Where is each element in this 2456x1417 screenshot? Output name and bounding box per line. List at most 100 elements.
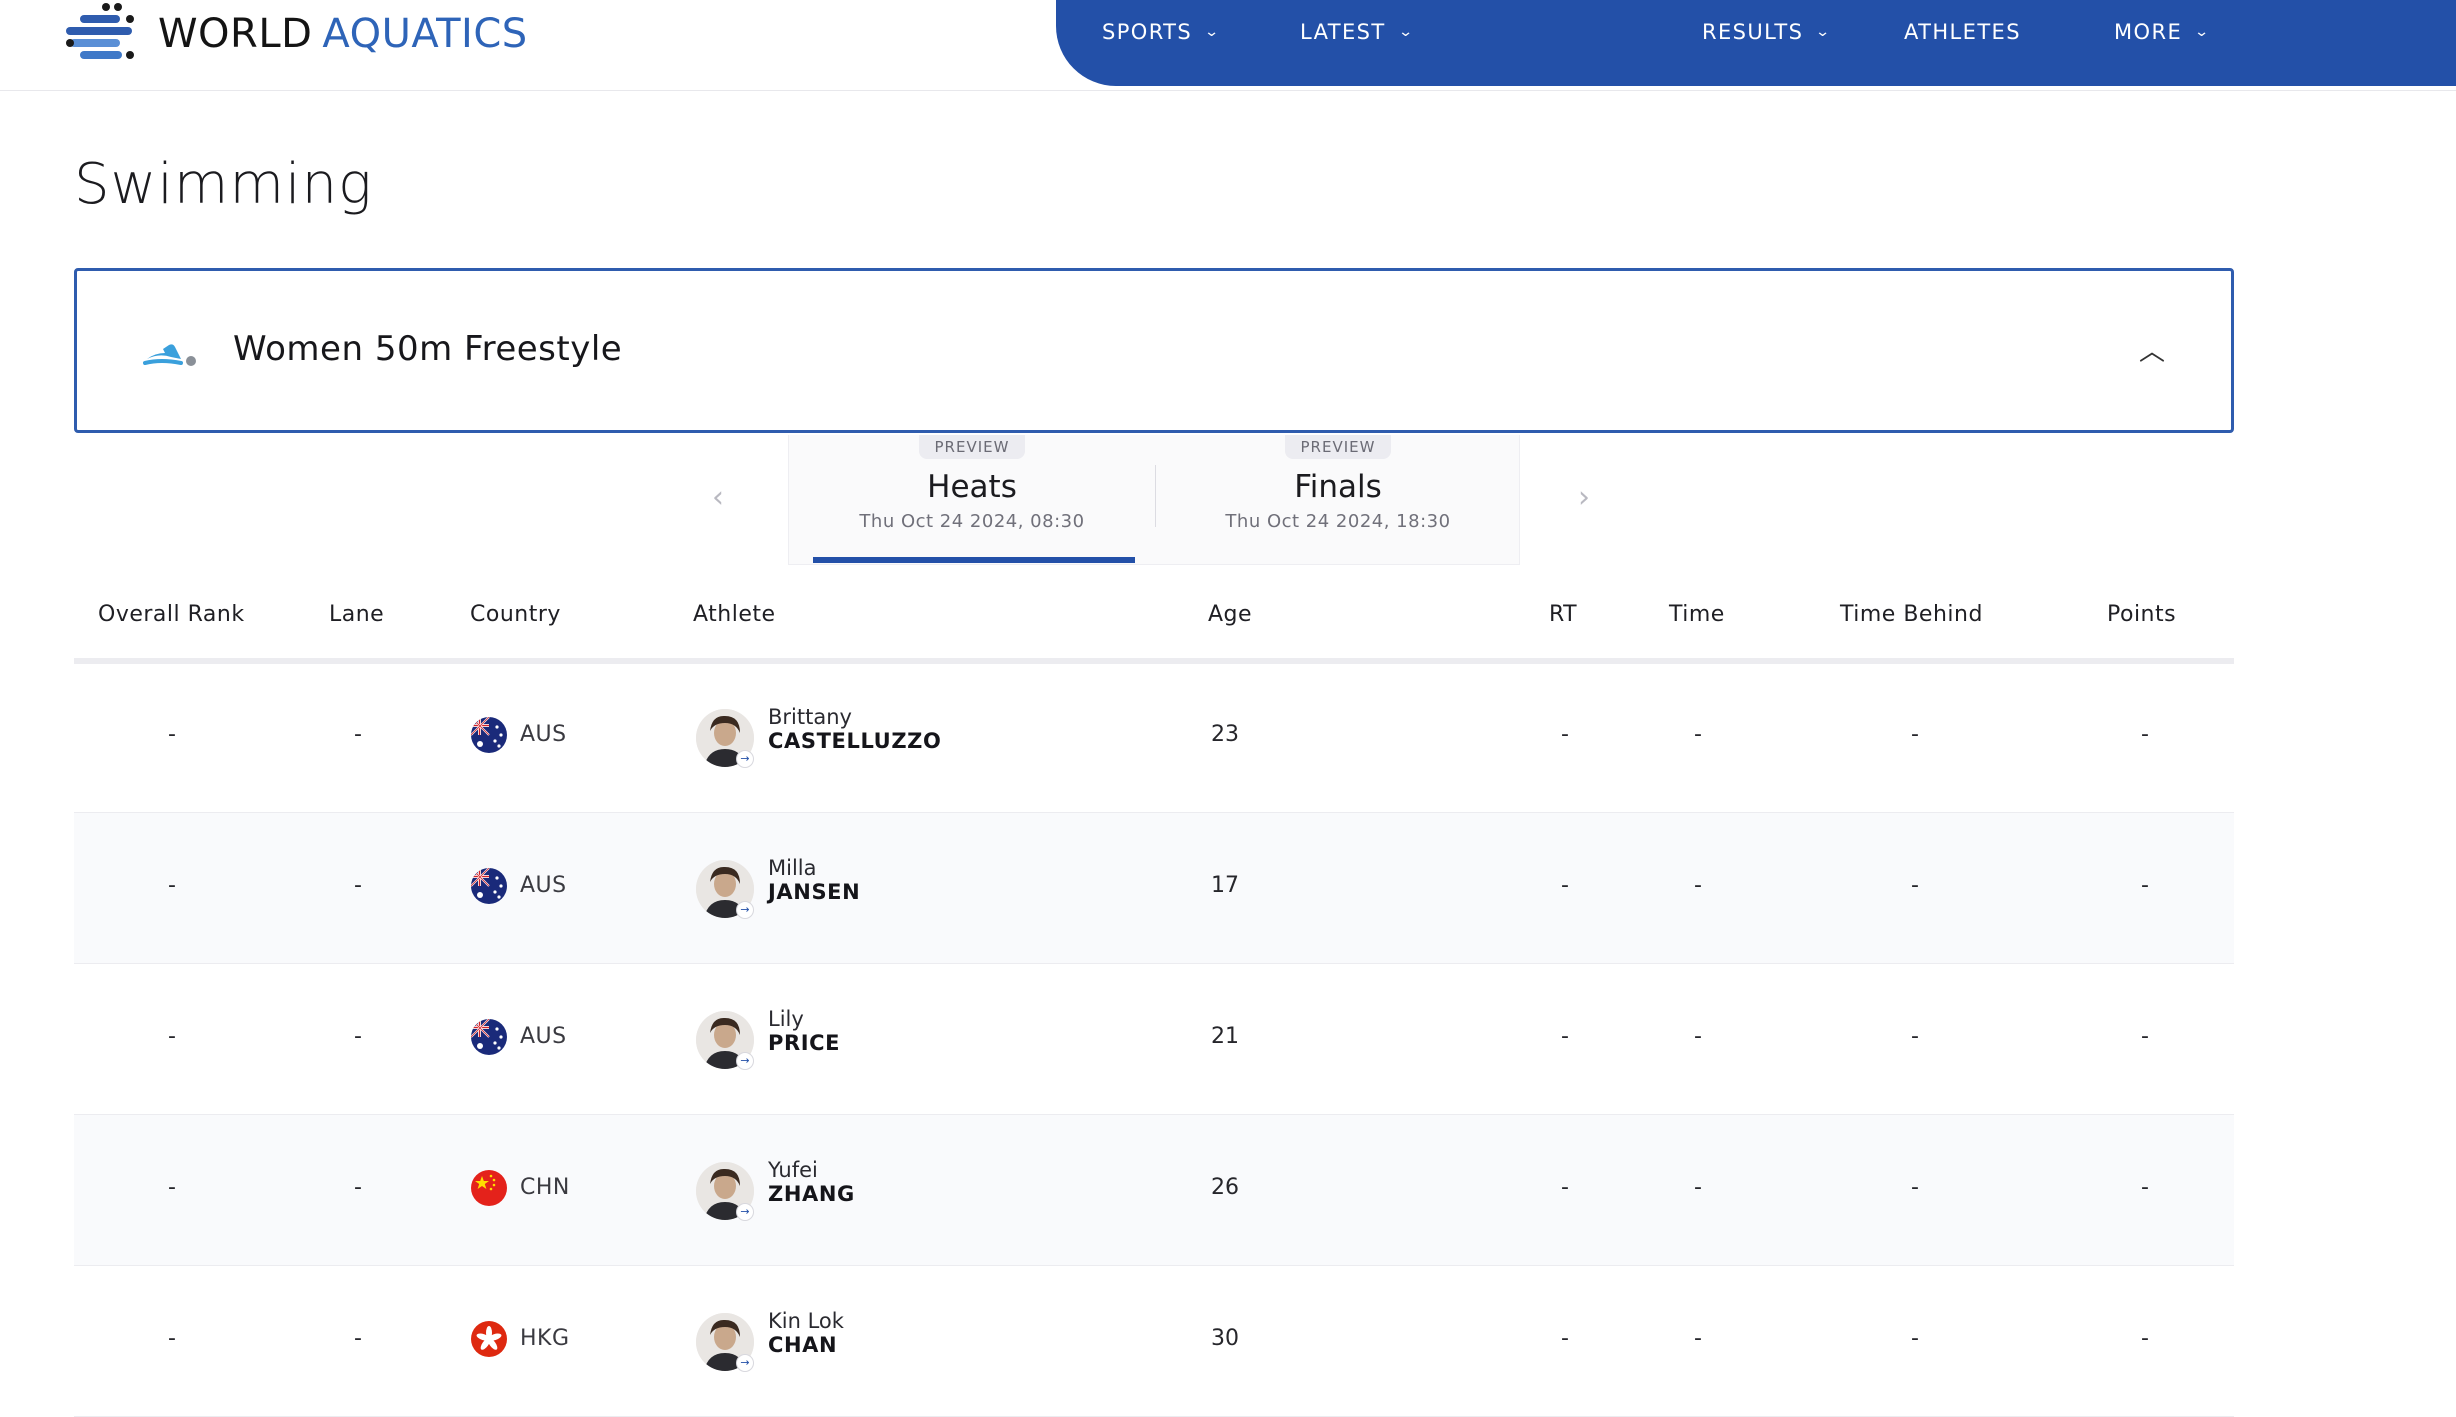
main-nav: SPORTS ⌄ LATEST ⌄ RESULTS ⌄ ATHLETES MOR…	[1056, 0, 2456, 86]
preview-badge: PREVIEW	[1284, 435, 1392, 459]
phase-tabs: PREVIEW Heats Thu Oct 24 2024, 08:30 PRE…	[788, 435, 1520, 565]
nav-more-label: MORE	[2114, 20, 2183, 44]
athlete-last-name[interactable]: PRICE	[768, 1031, 841, 1055]
country-code: AUS	[520, 873, 567, 898]
time-behind: -	[1911, 722, 1919, 747]
event-name: Women 50m Freestyle	[233, 329, 623, 369]
nav-latest[interactable]: LATEST ⌄	[1300, 0, 1413, 64]
table-row[interactable]: - - AUS → Brittany CASTELLUZZO 23 - - - -	[74, 662, 2234, 813]
nav-athletes[interactable]: ATHLETES	[1904, 0, 2021, 64]
reaction-time: -	[1561, 1175, 1569, 1200]
col-points[interactable]: Points	[2107, 602, 2177, 627]
nav-results-label: RESULTS	[1702, 20, 1804, 44]
col-country[interactable]: Country	[470, 602, 561, 627]
athlete-last-name[interactable]: JANSEN	[768, 880, 861, 904]
table-row[interactable]: - - CHN → Yufei ZHANG 26 - - - -	[74, 1115, 2234, 1266]
col-time[interactable]: Time	[1669, 602, 1725, 627]
country-code: CHN	[520, 1175, 570, 1200]
logo-mark-icon	[66, 3, 136, 65]
country-code: HKG	[520, 1326, 570, 1351]
time-behind: -	[1911, 1024, 1919, 1049]
athlete-first-name[interactable]: Yufei	[768, 1158, 818, 1182]
table-row[interactable]: - - AUS → Lily PRICE 21 - - - -	[74, 964, 2234, 1115]
link-arrow-icon[interactable]: →	[736, 1203, 754, 1221]
athlete-first-name[interactable]: Lily	[768, 1007, 804, 1031]
points: -	[2141, 873, 2149, 898]
athlete-last-name[interactable]: CASTELLUZZO	[768, 729, 942, 753]
athlete-first-name[interactable]: Brittany	[768, 705, 852, 729]
flag-aus-icon	[471, 1019, 507, 1055]
lane: -	[354, 873, 362, 898]
nav-more[interactable]: MORE ⌄	[2114, 0, 2209, 64]
flag-aus-icon	[471, 717, 507, 753]
world-aquatics-logo[interactable]: WORLD AQUATICS	[66, 2, 528, 66]
phase-date: Thu Oct 24 2024, 08:30	[859, 511, 1085, 532]
athlete-first-name[interactable]: Kin Lok	[768, 1309, 844, 1333]
chevron-up-icon[interactable]: ︿	[2138, 337, 2165, 367]
athlete-age: 23	[1211, 722, 1239, 747]
athlete-last-name[interactable]: CHAN	[768, 1333, 838, 1357]
lane: -	[354, 1024, 362, 1049]
tab-finals[interactable]: PREVIEW Finals Thu Oct 24 2024, 18:30	[1155, 435, 1521, 565]
phase-name: Heats	[927, 469, 1017, 505]
athlete-first-name[interactable]: Milla	[768, 856, 817, 880]
col-athlete[interactable]: Athlete	[693, 602, 776, 627]
overall-rank: -	[168, 873, 176, 898]
lane: -	[354, 722, 362, 747]
time: -	[1694, 1326, 1702, 1351]
link-arrow-icon[interactable]: →	[736, 901, 754, 919]
tab-heats[interactable]: PREVIEW Heats Thu Oct 24 2024, 08:30	[789, 435, 1155, 565]
flag-aus-icon	[471, 868, 507, 904]
points: -	[2141, 1326, 2149, 1351]
points: -	[2141, 1175, 2149, 1200]
event-selector[interactable]: Women 50m Freestyle ︿	[74, 268, 2234, 433]
col-age[interactable]: Age	[1208, 602, 1253, 627]
col-lane[interactable]: Lane	[329, 602, 385, 627]
athlete-age: 21	[1211, 1024, 1239, 1049]
overall-rank: -	[168, 1175, 176, 1200]
phase-divider	[1155, 465, 1156, 527]
site-header: WORLD AQUATICS SPORTS ⌄ LATEST ⌄ RESULTS…	[0, 0, 2456, 91]
next-arrow-icon[interactable]: ›	[1578, 480, 1590, 515]
phase-name: Finals	[1294, 469, 1382, 505]
previous-arrow-icon[interactable]: ‹	[712, 480, 724, 515]
time: -	[1694, 722, 1702, 747]
overall-rank: -	[168, 1326, 176, 1351]
link-arrow-icon[interactable]: →	[736, 1052, 754, 1070]
page-title: Swimming	[74, 152, 373, 217]
time: -	[1694, 873, 1702, 898]
reaction-time: -	[1561, 722, 1569, 747]
athlete-avatar[interactable]	[696, 1313, 754, 1371]
nav-latest-label: LATEST	[1300, 20, 1386, 44]
nav-sports-label: SPORTS	[1102, 20, 1193, 44]
table-row[interactable]: - - AUS → Milla JANSEN 17 - - - -	[74, 813, 2234, 964]
overall-rank: -	[168, 1024, 176, 1049]
col-overall-rank[interactable]: Overall Rank	[98, 602, 245, 627]
results-table-header: Overall Rank Lane Country Athlete Age RT…	[74, 580, 2234, 664]
reaction-time: -	[1561, 873, 1569, 898]
chevron-down-icon: ⌄	[1397, 24, 1415, 40]
athlete-last-name[interactable]: ZHANG	[768, 1182, 855, 1206]
athlete-avatar[interactable]	[696, 709, 754, 767]
logo-wordmark: WORLD AQUATICS	[158, 11, 528, 57]
lane: -	[354, 1326, 362, 1351]
logo-word-aquatics: AQUATICS	[322, 11, 528, 57]
link-arrow-icon[interactable]: →	[736, 1354, 754, 1372]
chevron-down-icon: ⌄	[1204, 24, 1222, 40]
logo-word-world: WORLD	[158, 11, 313, 57]
reaction-time: -	[1561, 1326, 1569, 1351]
nav-results[interactable]: RESULTS ⌄	[1702, 0, 1831, 64]
col-time-behind[interactable]: Time Behind	[1840, 602, 1983, 627]
active-tab-indicator	[813, 557, 1135, 563]
col-rt[interactable]: RT	[1549, 602, 1578, 627]
overall-rank: -	[168, 722, 176, 747]
preview-badge: PREVIEW	[918, 435, 1026, 459]
link-arrow-icon[interactable]: →	[736, 750, 754, 768]
nav-athletes-label: ATHLETES	[1904, 20, 2021, 44]
flag-chn-icon	[471, 1170, 507, 1206]
time-behind: -	[1911, 873, 1919, 898]
phase-date: Thu Oct 24 2024, 18:30	[1225, 511, 1451, 532]
nav-sports[interactable]: SPORTS ⌄	[1102, 0, 1219, 64]
table-row[interactable]: - - HKG → Kin Lok CHAN 30 - - - -	[74, 1266, 2234, 1417]
points: -	[2141, 722, 2149, 747]
